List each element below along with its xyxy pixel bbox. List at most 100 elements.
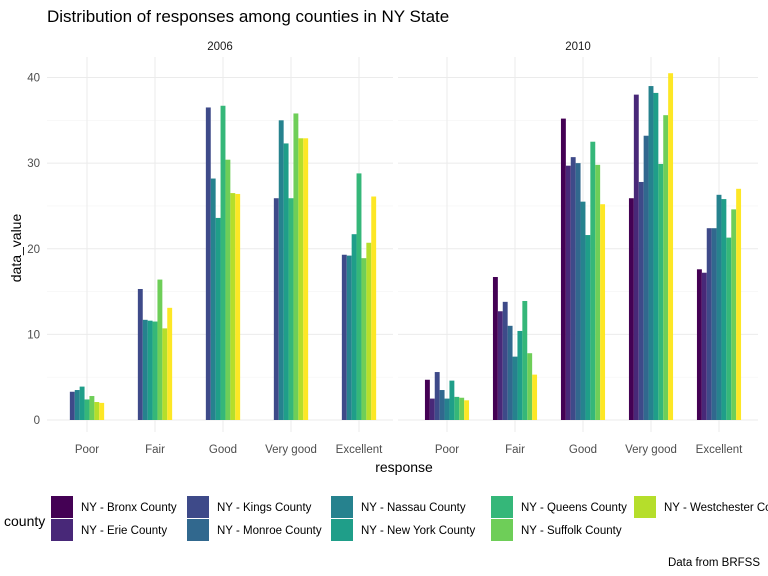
bar bbox=[361, 258, 367, 420]
x-tick-label: Excellent bbox=[336, 444, 383, 456]
bar bbox=[711, 228, 717, 420]
bar bbox=[346, 255, 352, 420]
bar bbox=[731, 209, 737, 420]
bar bbox=[716, 194, 722, 420]
bar bbox=[220, 105, 226, 420]
legend-swatch bbox=[331, 519, 353, 541]
x-tick-label: Fair bbox=[145, 444, 165, 456]
legend-item: NY - Queens County bbox=[491, 496, 627, 518]
bar bbox=[648, 86, 654, 420]
bar bbox=[94, 402, 100, 420]
bar bbox=[643, 135, 649, 420]
bar bbox=[89, 396, 95, 420]
facet-label: 2006 bbox=[207, 41, 233, 53]
bar bbox=[293, 113, 299, 421]
legend-item: NY - New York County bbox=[331, 519, 475, 541]
bar bbox=[600, 204, 606, 420]
legend-item: NY - Kings County bbox=[187, 496, 312, 518]
bar bbox=[570, 157, 576, 420]
legend-item: NY - Suffolk County bbox=[491, 519, 622, 541]
bar bbox=[79, 386, 85, 420]
legend-swatch bbox=[634, 496, 656, 518]
bar bbox=[429, 398, 435, 420]
bar bbox=[152, 321, 158, 420]
legend-item: NY - Nassau County bbox=[331, 496, 466, 518]
bar bbox=[434, 372, 440, 420]
bar bbox=[721, 199, 727, 420]
x-tick-label: Very good bbox=[625, 444, 677, 456]
x-tick-label: Poor bbox=[435, 444, 459, 456]
bar bbox=[580, 201, 586, 420]
bar bbox=[137, 288, 143, 420]
bar bbox=[444, 398, 450, 420]
bar bbox=[298, 138, 304, 420]
legend-label: NY - Westchester County bbox=[664, 502, 768, 514]
bar bbox=[706, 228, 712, 420]
bar bbox=[356, 173, 362, 420]
bar bbox=[532, 374, 538, 420]
bar bbox=[84, 399, 90, 420]
legend-swatch bbox=[51, 496, 73, 518]
legend-label: NY - Nassau County bbox=[361, 502, 466, 514]
bar bbox=[668, 73, 674, 420]
legend-swatch bbox=[491, 496, 513, 518]
bar bbox=[162, 328, 168, 420]
bar bbox=[74, 390, 80, 420]
bar bbox=[595, 164, 601, 420]
bar bbox=[633, 94, 639, 420]
bar bbox=[512, 356, 518, 420]
bar bbox=[585, 235, 591, 420]
x-tick-label: Very good bbox=[265, 444, 317, 456]
bar bbox=[492, 277, 498, 420]
bar bbox=[726, 237, 732, 420]
bar bbox=[371, 196, 377, 420]
legend-title: county bbox=[4, 513, 45, 529]
bar bbox=[424, 379, 430, 420]
y-axis-title: data_value bbox=[8, 214, 24, 283]
bar bbox=[638, 181, 644, 420]
bar bbox=[696, 269, 702, 420]
bar bbox=[565, 165, 571, 420]
bar bbox=[341, 254, 347, 420]
bar bbox=[439, 390, 445, 420]
bar bbox=[517, 330, 523, 420]
legend-swatch bbox=[331, 496, 353, 518]
bar bbox=[522, 300, 528, 420]
bar bbox=[502, 301, 508, 420]
bar bbox=[575, 163, 581, 420]
legend-label: NY - Bronx County bbox=[81, 502, 177, 514]
legend-label: NY - New York County bbox=[361, 525, 475, 537]
bar bbox=[351, 234, 357, 420]
bar bbox=[147, 320, 153, 420]
bar bbox=[459, 397, 465, 420]
legend-swatch bbox=[187, 519, 209, 541]
bar bbox=[507, 325, 513, 420]
panel-2010: 2010 Poor Fair Good Very good Excellent bbox=[398, 41, 758, 456]
bar bbox=[167, 307, 173, 420]
x-tick-label: Good bbox=[569, 444, 597, 456]
bar bbox=[454, 396, 460, 420]
legend-item: NY - Erie County bbox=[51, 519, 167, 541]
y-tick-label: 40 bbox=[27, 73, 40, 85]
bar bbox=[142, 319, 148, 420]
bar bbox=[215, 217, 221, 420]
chart-caption: Data from BRFSS bbox=[668, 557, 760, 569]
bar bbox=[497, 311, 503, 420]
bar bbox=[157, 279, 163, 420]
bar bbox=[99, 402, 105, 420]
x-tick-label: Poor bbox=[75, 444, 99, 456]
y-tick-label: 0 bbox=[34, 415, 40, 427]
bar bbox=[210, 178, 216, 420]
x-axis-title: response bbox=[375, 459, 433, 475]
bar bbox=[366, 242, 372, 420]
bar bbox=[653, 92, 659, 420]
x-tick-label: Good bbox=[209, 444, 237, 456]
bar bbox=[449, 380, 455, 420]
bar bbox=[464, 400, 470, 420]
x-tick-label: Excellent bbox=[696, 444, 743, 456]
panel-2006: 2006 Poor Fair Good Very good Excellent bbox=[47, 41, 393, 456]
bar bbox=[225, 159, 231, 420]
bar bbox=[628, 198, 634, 420]
bar bbox=[560, 118, 566, 420]
